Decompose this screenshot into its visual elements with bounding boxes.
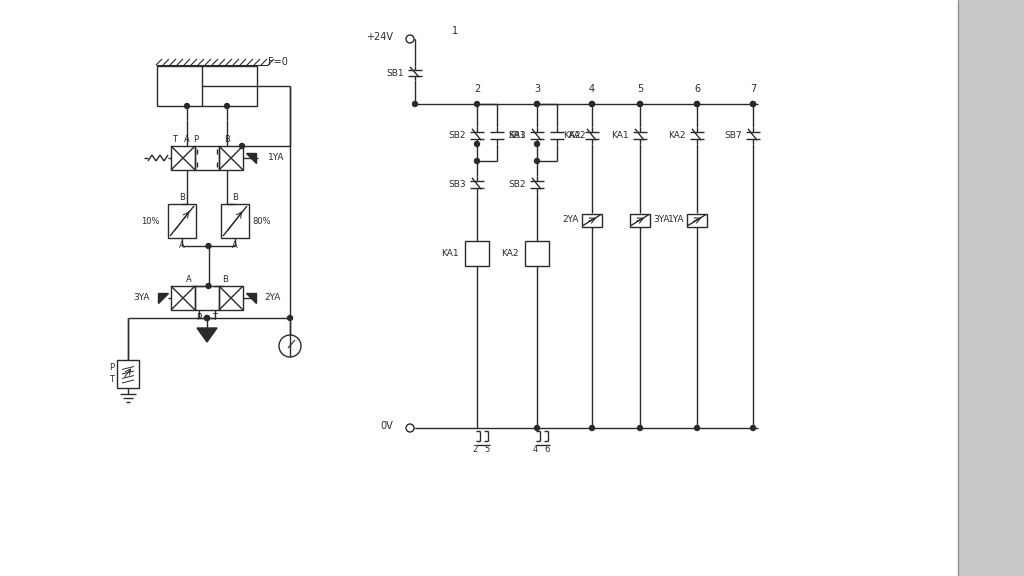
Text: A: A [184,135,189,143]
Circle shape [751,101,756,107]
Circle shape [694,426,699,430]
Text: KA2: KA2 [563,131,581,140]
Circle shape [184,104,189,108]
Text: 6: 6 [694,84,700,94]
Circle shape [590,426,595,430]
Circle shape [535,101,540,107]
Bar [958,0,1024,576]
Bar [687,214,707,226]
Text: T: T [109,376,114,385]
Text: A: A [179,241,185,249]
Text: 1YA: 1YA [668,215,684,225]
Circle shape [288,316,293,320]
Text: 2: 2 [472,445,477,453]
Text: 4: 4 [532,445,538,453]
Circle shape [638,101,642,107]
Text: 80%: 80% [252,217,270,225]
Polygon shape [158,293,168,303]
Text: P: P [109,363,114,373]
Bar [582,214,602,226]
Bar [117,360,139,388]
Circle shape [413,101,418,107]
Text: 2YA: 2YA [264,294,281,302]
Polygon shape [246,153,256,163]
Circle shape [694,101,699,107]
Circle shape [590,101,595,107]
Text: 3YA: 3YA [653,215,670,225]
Text: F=0: F=0 [268,57,288,67]
Bar [219,146,243,170]
Bar [157,66,257,106]
Text: KA2: KA2 [568,131,586,140]
Text: 5: 5 [484,445,489,453]
Circle shape [205,316,210,320]
Text: KA1: KA1 [508,131,525,140]
Text: 2YA: 2YA [562,215,579,225]
Circle shape [590,101,595,107]
Bar [171,146,195,170]
Text: SB3: SB3 [449,180,466,189]
Bar [630,214,650,226]
Bar [219,286,243,310]
Text: 10%: 10% [141,217,160,225]
Circle shape [535,101,540,107]
Circle shape [638,101,642,107]
Text: KA1: KA1 [441,249,459,258]
Text: B: B [232,192,238,202]
Polygon shape [246,293,256,303]
Text: P: P [194,135,199,143]
Text: 3: 3 [534,84,540,94]
Text: B: B [224,135,230,143]
Circle shape [751,426,756,430]
Text: KA2: KA2 [502,249,519,258]
Bar [195,286,219,310]
Text: 2: 2 [474,84,480,94]
Circle shape [535,142,540,146]
Text: 6: 6 [545,445,550,453]
Text: A: A [186,275,191,283]
Text: B: B [179,192,185,202]
Circle shape [694,101,699,107]
Text: T: T [172,135,177,143]
Text: KA1: KA1 [611,131,629,140]
Text: SB2: SB2 [449,131,466,140]
Polygon shape [197,328,217,342]
Text: SB3: SB3 [508,131,526,140]
Text: KA2: KA2 [669,131,686,140]
Circle shape [224,104,229,108]
Text: P: P [197,313,202,321]
Text: SB2: SB2 [509,180,526,189]
Bar [195,146,219,170]
Bar [168,204,196,238]
Text: 7: 7 [750,84,756,94]
Circle shape [535,426,540,430]
Bar [465,241,489,266]
Text: 1: 1 [452,26,458,36]
Bar [171,286,195,310]
Circle shape [240,143,245,149]
Circle shape [474,101,479,107]
Text: SB1: SB1 [386,69,404,78]
Circle shape [205,316,210,320]
Circle shape [474,142,479,146]
Bar [525,241,549,266]
Text: 3YA: 3YA [133,294,150,302]
Circle shape [474,158,479,164]
Circle shape [206,283,211,289]
Text: 5: 5 [637,84,643,94]
Text: 0V: 0V [380,421,393,431]
Text: 4: 4 [589,84,595,94]
Text: B: B [222,275,228,283]
Circle shape [535,158,540,164]
Circle shape [638,426,642,430]
Text: 1YA: 1YA [268,153,285,162]
Circle shape [206,244,211,248]
Circle shape [751,101,756,107]
Text: T: T [213,313,217,321]
Text: +24V: +24V [366,32,393,42]
Text: A: A [232,241,238,249]
Text: SB7: SB7 [724,131,742,140]
Bar [221,204,249,238]
